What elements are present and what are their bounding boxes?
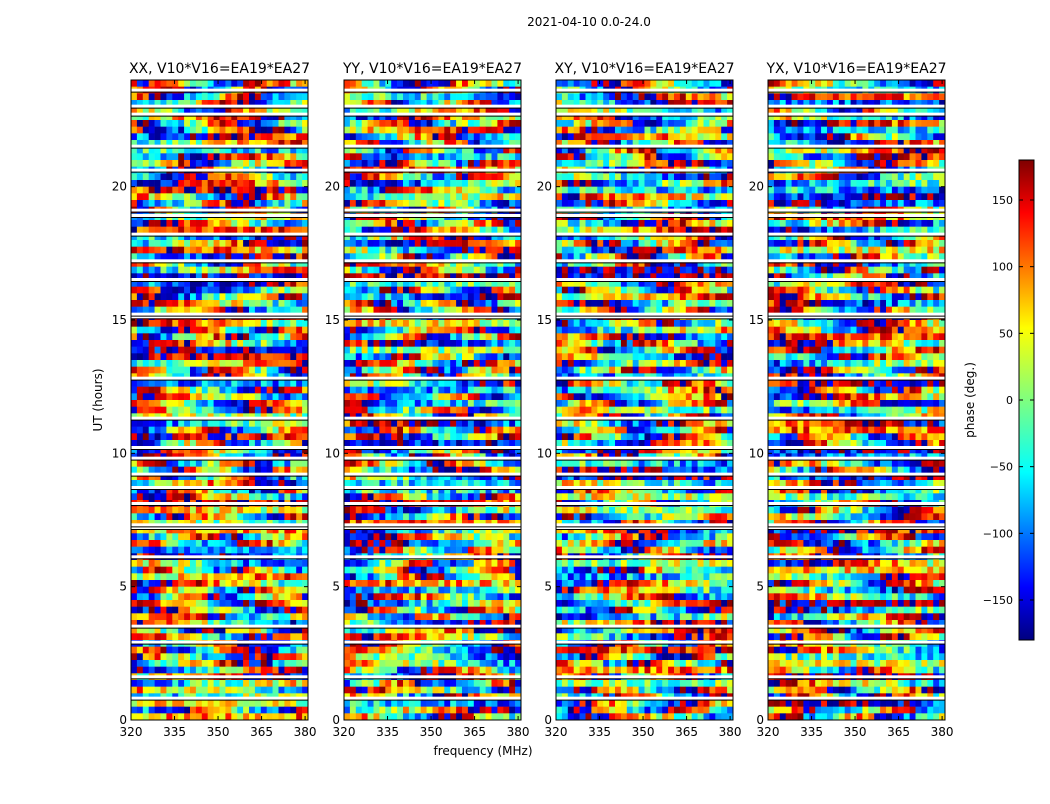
figure-suptitle: 2021-04-10 0.0-24.0 — [527, 15, 651, 29]
y-tick-label: 5 — [756, 580, 764, 594]
x-tick-label: 320 — [120, 725, 143, 739]
y-tick-label: 10 — [749, 446, 764, 460]
y-tick-label: 5 — [119, 580, 127, 594]
colorbar-tick-label: −100 — [983, 527, 1013, 540]
x-tick-label: 335 — [163, 725, 186, 739]
colorbar-tick-label: −150 — [983, 594, 1013, 607]
y-tick-label: 20 — [325, 180, 340, 194]
colorbar-label: phase (deg.) — [963, 362, 977, 438]
x-tick-label: 365 — [463, 725, 486, 739]
x-tick-label: 335 — [800, 725, 823, 739]
panels-group: XX, V10*V16=EA19*EA27 320 335 350 365 380 0 5 10… — [112, 61, 954, 739]
y-tick-label: 0 — [332, 713, 340, 727]
x-tick-label: 350 — [632, 725, 655, 739]
x-tick-label: 380 — [507, 725, 530, 739]
x-tick-label: 365 — [887, 725, 910, 739]
panel-2: YY, V10*V16=EA19*EA27 320 335 350 365 380 0 5 10… — [325, 61, 530, 739]
y-tick-label: 5 — [332, 580, 340, 594]
y-axis-label: UT (hours) — [91, 368, 105, 431]
x-tick-label: 365 — [250, 725, 273, 739]
heatmap-image — [131, 80, 308, 720]
y-tick-label: 5 — [544, 580, 552, 594]
y-tick-label: 20 — [112, 180, 127, 194]
x-tick-label: 320 — [333, 725, 356, 739]
panel-1: XX, V10*V16=EA19*EA27 320 335 350 365 380 0 5 10… — [112, 61, 317, 739]
colorbar-tick-label: 0 — [1006, 394, 1013, 407]
x-tick-label: 380 — [294, 725, 317, 739]
y-tick-label: 0 — [544, 713, 552, 727]
y-tick-label: 15 — [749, 313, 764, 327]
y-tick-label: 0 — [119, 713, 127, 727]
x-tick-label: 335 — [588, 725, 611, 739]
panel-4: YX, V10*V16=EA19*EA27 320 335 350 365 380 0 5 10… — [749, 61, 954, 739]
heatmap-image — [768, 80, 945, 720]
y-tick-label: 20 — [537, 180, 552, 194]
x-tick-label: 350 — [420, 725, 443, 739]
panel-title: YX, V10*V16=EA19*EA27 — [765, 61, 946, 77]
x-tick-label: 365 — [675, 725, 698, 739]
colorbar: −150 −100 −50 0 50 100 150 phase (deg.) — [963, 160, 1034, 640]
y-tick-label: 15 — [325, 313, 340, 327]
y-tick-label: 0 — [756, 713, 764, 727]
colorbar-tick-label: −50 — [990, 461, 1013, 474]
y-tick-label: 15 — [537, 313, 552, 327]
x-axis-label: frequency (MHz) — [433, 744, 532, 758]
heatmap-image — [344, 80, 521, 720]
y-tick-label: 10 — [537, 446, 552, 460]
x-tick-label: 350 — [844, 725, 867, 739]
panel-title: YY, V10*V16=EA19*EA27 — [342, 61, 522, 77]
x-tick-label: 350 — [207, 725, 230, 739]
colorbar-tick-label: 150 — [992, 194, 1013, 207]
panel-3: XY, V10*V16=EA19*EA27 320 335 350 365 380 0 5 10… — [537, 61, 742, 739]
heatmap-image — [556, 80, 733, 720]
panel-title: XX, V10*V16=EA19*EA27 — [129, 61, 310, 77]
y-tick-label: 10 — [112, 446, 127, 460]
panel-title: XY, V10*V16=EA19*EA27 — [554, 61, 734, 77]
colorbar-tick-label: 100 — [992, 261, 1013, 274]
x-tick-label: 335 — [376, 725, 399, 739]
y-tick-label: 15 — [112, 313, 127, 327]
y-tick-label: 20 — [749, 180, 764, 194]
colorbar-tick-label: 50 — [999, 327, 1013, 340]
x-tick-label: 320 — [545, 725, 568, 739]
x-tick-label: 320 — [757, 725, 780, 739]
x-tick-label: 380 — [931, 725, 954, 739]
y-tick-label: 10 — [325, 446, 340, 460]
x-tick-label: 380 — [719, 725, 742, 739]
